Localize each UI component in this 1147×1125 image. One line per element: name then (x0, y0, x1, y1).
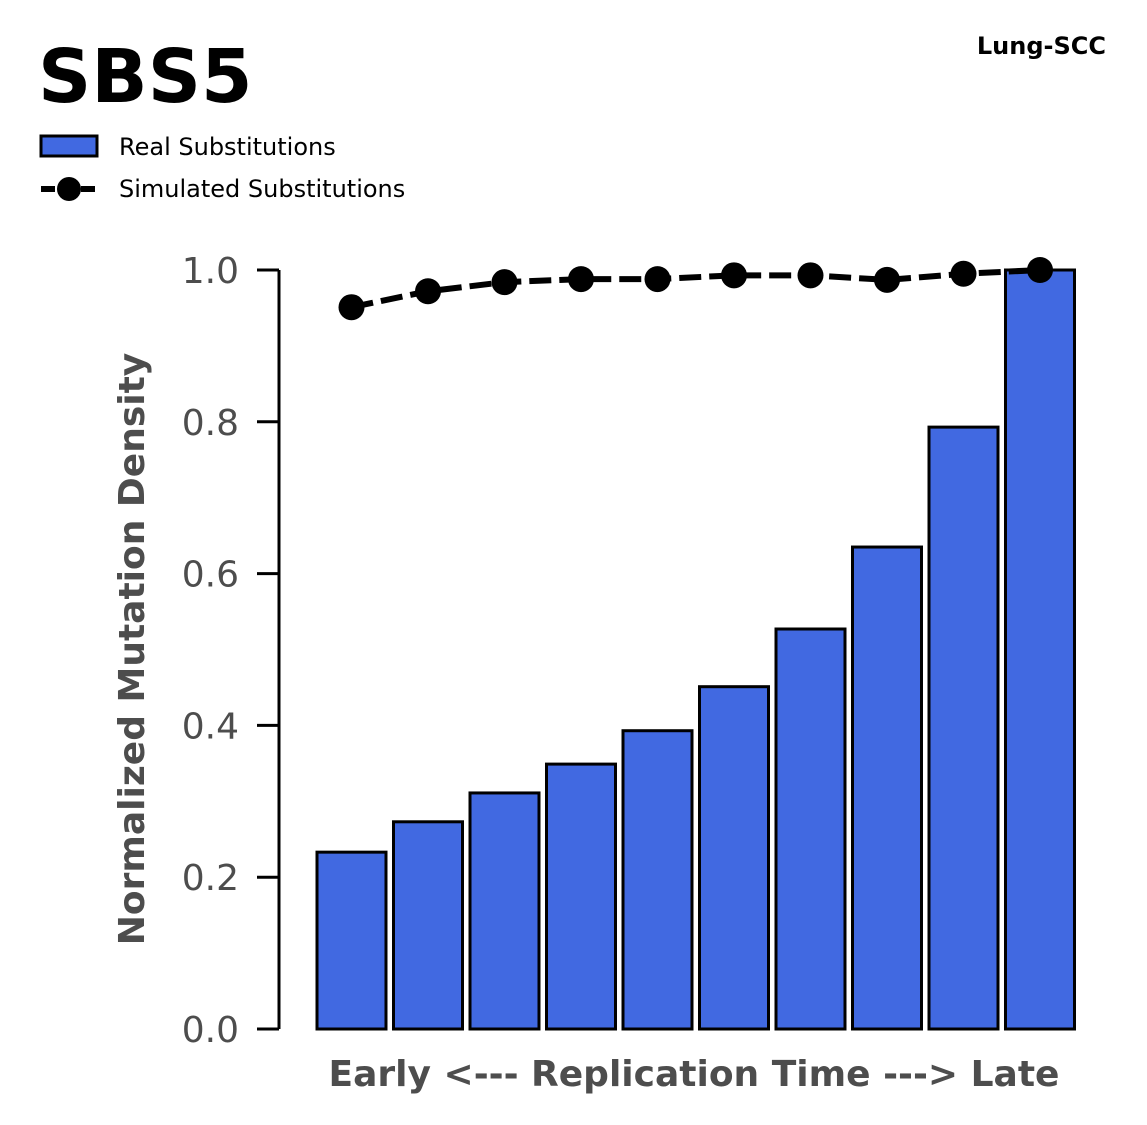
y-tick-label: 0.4 (182, 706, 239, 747)
y-tick-label: 0.0 (182, 1010, 239, 1051)
point-simulated-substitutions (797, 262, 824, 289)
y-tick-label: 0.8 (182, 403, 239, 444)
point-simulated-substitutions (950, 260, 977, 287)
bar-real-substitutions (698, 685, 770, 1031)
point-simulated-substitutions (1027, 257, 1053, 283)
y-axis-label: Normalized Mutation Density (112, 353, 153, 946)
point-simulated-substitutions (568, 266, 594, 293)
point-simulated-substitutions (338, 294, 365, 321)
y-axis: 0.0 0.2 0.4 0.6 0.8 1.0 (182, 251, 281, 1051)
legend-label-simulated: Simulated Substitutions (119, 175, 405, 203)
point-simulated-substitutions (415, 278, 441, 305)
bar-real-substitutions (1004, 268, 1076, 1031)
legend-marker-simulated (57, 177, 81, 201)
bar-real-substitutions (927, 425, 1000, 1031)
bar-real-substitutions (315, 850, 388, 1031)
y-tick-label: 0.2 (182, 858, 239, 899)
bar-real-substitutions (774, 627, 847, 1031)
bar-real-substitutions (621, 729, 694, 1031)
point-simulated-substitutions (491, 269, 518, 296)
y-tick-label: 0.6 (182, 555, 239, 596)
point-simulated-substitutions (874, 266, 900, 293)
bar-real-substitutions (468, 791, 541, 1031)
simulated-series (338, 257, 1053, 321)
bar-real-substitutions (851, 545, 923, 1031)
point-simulated-substitutions (721, 262, 747, 289)
bar-series (315, 268, 1076, 1031)
y-tick-label: 1.0 (182, 251, 239, 292)
legend-label-real: Real Substitutions (119, 133, 336, 161)
bar-real-substitutions (545, 762, 617, 1031)
chart-subtitle: Lung-SCC (977, 32, 1106, 60)
legend: Real Substitutions Simulated Substitutio… (39, 133, 405, 203)
x-axis-label: Early <--- Replication Time ---> Late (329, 1054, 1060, 1095)
point-simulated-substitutions (644, 266, 671, 293)
legend-swatch-real (39, 134, 99, 158)
bar-real-substitutions (392, 820, 464, 1031)
chart-title: SBS5 (38, 34, 252, 120)
line-simulated-substitutions (350, 267, 1041, 311)
